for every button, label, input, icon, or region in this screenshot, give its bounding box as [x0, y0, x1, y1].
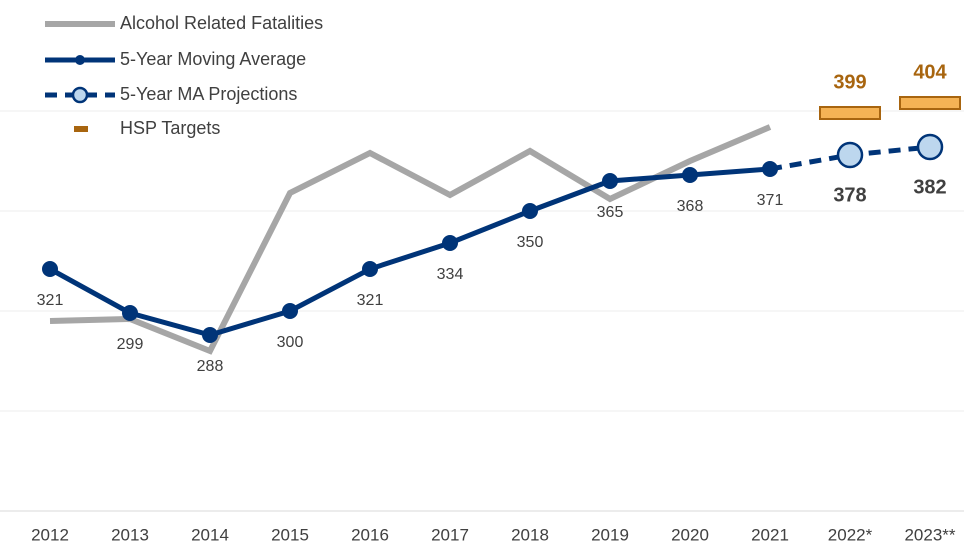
x-tick-label: 2014 [191, 525, 229, 544]
projection-point [836, 141, 864, 169]
x-tick-label: 2022* [828, 525, 873, 544]
legend-label: HSP Targets [120, 118, 220, 138]
target-bar [899, 96, 961, 110]
moving-average-point [202, 327, 218, 343]
data-label: 399 [833, 71, 866, 93]
legend-label: 5-Year Moving Average [120, 49, 306, 69]
legend-swatch [74, 126, 88, 132]
x-tick-label: 2020 [671, 525, 709, 544]
legend-swatch [71, 86, 89, 104]
data-label: 299 [117, 336, 144, 353]
data-label: 300 [277, 334, 304, 351]
x-tick-label: 2018 [511, 525, 549, 544]
moving-average-point [42, 261, 58, 277]
x-tick-label: 2023** [904, 525, 955, 544]
moving-average-point [762, 161, 778, 177]
moving-average-point [282, 303, 298, 319]
moving-average-point [602, 173, 618, 189]
data-label: 288 [197, 358, 224, 375]
x-tick-label: 2017 [431, 525, 469, 544]
target-bar [819, 106, 881, 120]
x-tick-label: 2015 [271, 525, 309, 544]
data-label: 382 [913, 176, 946, 198]
legend-label: Alcohol Related Fatalities [120, 13, 323, 33]
moving-average-point [682, 167, 698, 183]
fatalities-line [49, 124, 772, 355]
legend-swatch [75, 55, 85, 65]
data-label: 378 [833, 184, 866, 206]
projection-point [916, 133, 944, 161]
moving-average-point [522, 203, 538, 219]
legend-label: 5-Year MA Projections [120, 84, 297, 104]
x-tick-label: 2012 [31, 525, 69, 544]
data-label: 368 [677, 198, 704, 215]
data-label: 404 [913, 61, 947, 83]
moving-average-point [362, 261, 378, 277]
x-tick-label: 2013 [111, 525, 149, 544]
x-tick-label: 2016 [351, 525, 389, 544]
x-tick-label: 2019 [591, 525, 629, 544]
data-label: 371 [757, 192, 784, 209]
data-label: 350 [517, 234, 544, 251]
moving-average-point [122, 305, 138, 321]
data-label: 365 [597, 204, 624, 221]
data-label: 321 [37, 292, 64, 309]
data-label: 334 [437, 266, 464, 283]
moving-average-line [48, 166, 771, 338]
x-tick-label: 2021 [751, 525, 789, 544]
data-label: 321 [357, 292, 384, 309]
moving-average-point [442, 235, 458, 251]
